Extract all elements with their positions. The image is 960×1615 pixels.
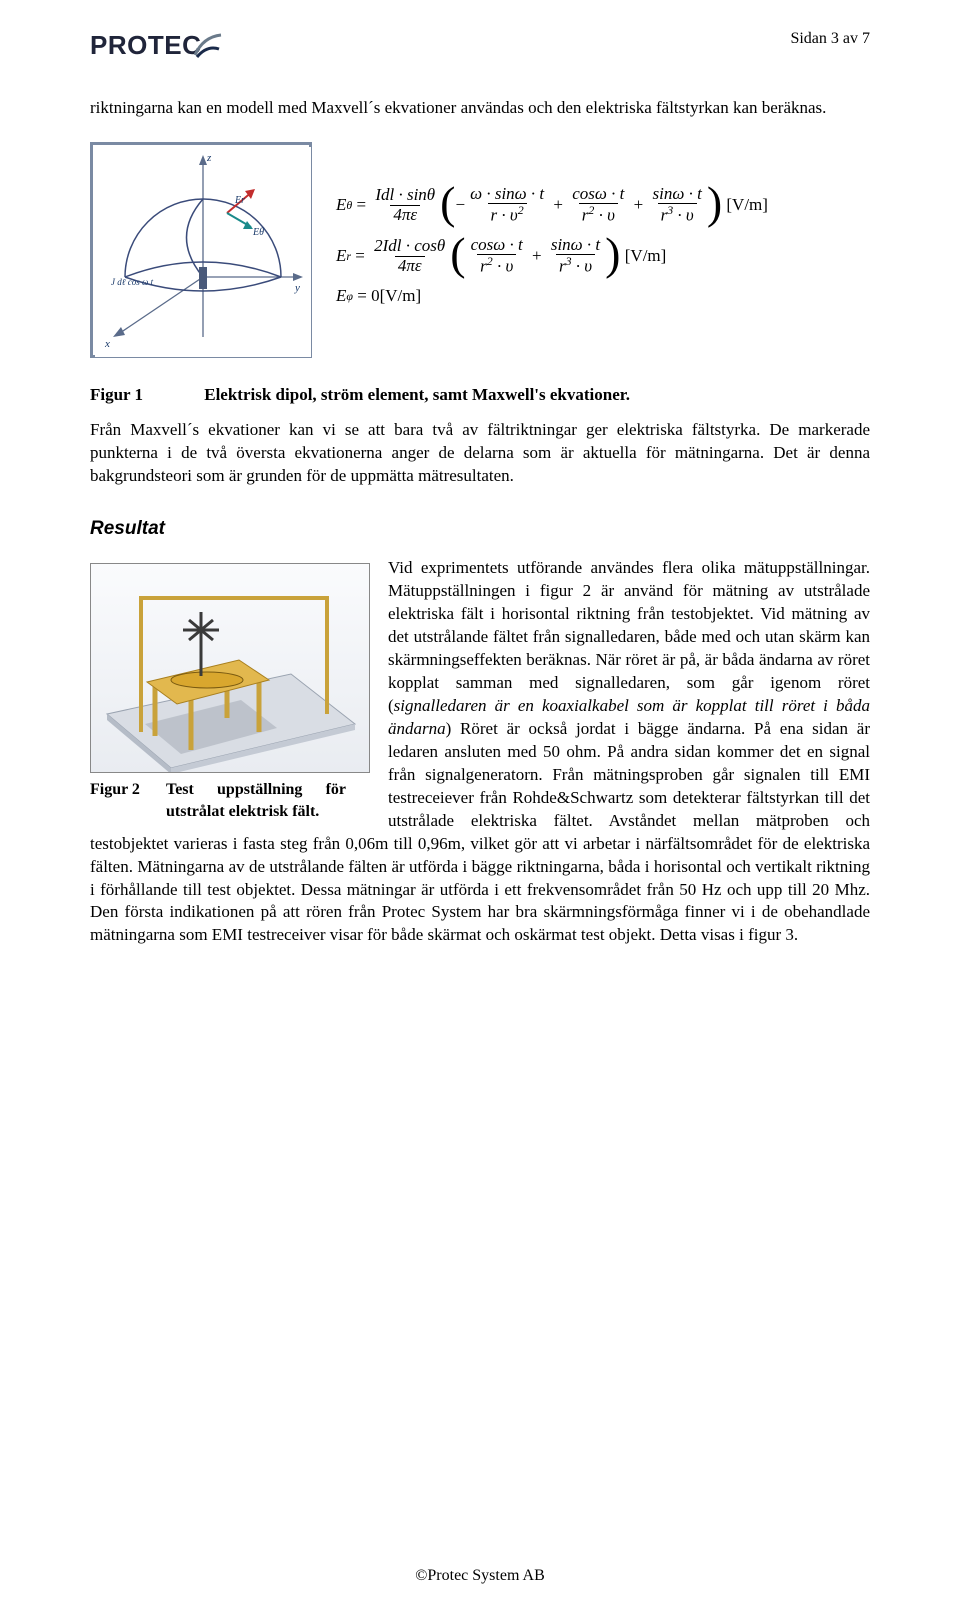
page-header: PROTEC Sidan 3 av 7 xyxy=(90,28,870,63)
eq-coef-den: 4πε xyxy=(390,205,420,225)
figure2-caption-text: Test uppställning för utstrålat elektris… xyxy=(166,779,346,822)
resultat-heading: Resultat xyxy=(90,516,870,542)
equation-e-phi: Eφ = 0 [V/m] xyxy=(336,287,768,306)
intro-paragraph: riktningarna kan en modell med Maxvell´s… xyxy=(90,97,870,120)
figure2-caption: Figur 2 Test uppställning för utstrålat … xyxy=(90,779,370,822)
page-number: Sidan 3 av 7 xyxy=(790,28,870,50)
svg-text:Eθ: Eθ xyxy=(252,227,264,238)
logo-swoosh-icon xyxy=(193,31,223,61)
eq-t3-num: sinω · t xyxy=(649,185,704,204)
test-setup-diagram xyxy=(91,564,370,773)
axis-x-label: x xyxy=(104,338,110,350)
eq-coef-num: Idl · sinθ xyxy=(372,186,438,205)
page-footer: ©Protec System AB xyxy=(0,1565,960,1587)
figure2-frame xyxy=(90,563,370,773)
axis-y-label: y xyxy=(294,282,300,294)
paragraph-2: Från Maxvell´s ekvationer kan vi se att … xyxy=(90,419,870,488)
eq-lhs: E xyxy=(336,196,346,215)
figure1-label: Figur 1 xyxy=(90,384,200,407)
figure1-caption: Figur 1 Elektrisk dipol, ström element, … xyxy=(90,384,870,407)
axis-z-label: z xyxy=(206,152,212,164)
figure1-frame: Er Eθ J dℓ cos ω t z y x xyxy=(90,142,312,358)
figure2-label: Figur 2 xyxy=(90,779,162,801)
logo: PROTEC xyxy=(90,28,223,63)
equations-block: Eθ = Idl · sinθ 4πε ( − ω · sinω · t r ·… xyxy=(336,185,768,316)
logo-text: PROTEC xyxy=(90,28,201,63)
equation-e-r: Er = 2Idl · cosθ 4πε ( cosω · t r2 · υ +… xyxy=(336,236,768,277)
resultat-text-1: Vid exprimentets utförande användes fler… xyxy=(388,558,870,715)
eq-unit: [V/m] xyxy=(726,196,768,215)
svg-text:J dℓ cos ω t: J dℓ cos ω t xyxy=(111,277,154,287)
figure-equation-row: Er Eθ J dℓ cos ω t z y x Eθ = Idl · sinθ… xyxy=(90,142,870,358)
equation-e-theta: Eθ = Idl · sinθ 4πε ( − ω · sinω · t r ·… xyxy=(336,185,768,226)
dipole-diagram: Er Eθ J dℓ cos ω t z y x xyxy=(95,147,311,357)
eq-t2-num: cosω · t xyxy=(569,185,627,204)
resultat-body: Figur 2 Test uppställning för utstrålat … xyxy=(90,557,870,947)
figure1-caption-text: Elektrisk dipol, ström element, samt Max… xyxy=(204,385,630,404)
svg-text:Er: Er xyxy=(234,195,245,206)
eq-t1-num: ω · sinω · t xyxy=(467,185,547,204)
figure2-block: Figur 2 Test uppställning för utstrålat … xyxy=(90,563,370,822)
